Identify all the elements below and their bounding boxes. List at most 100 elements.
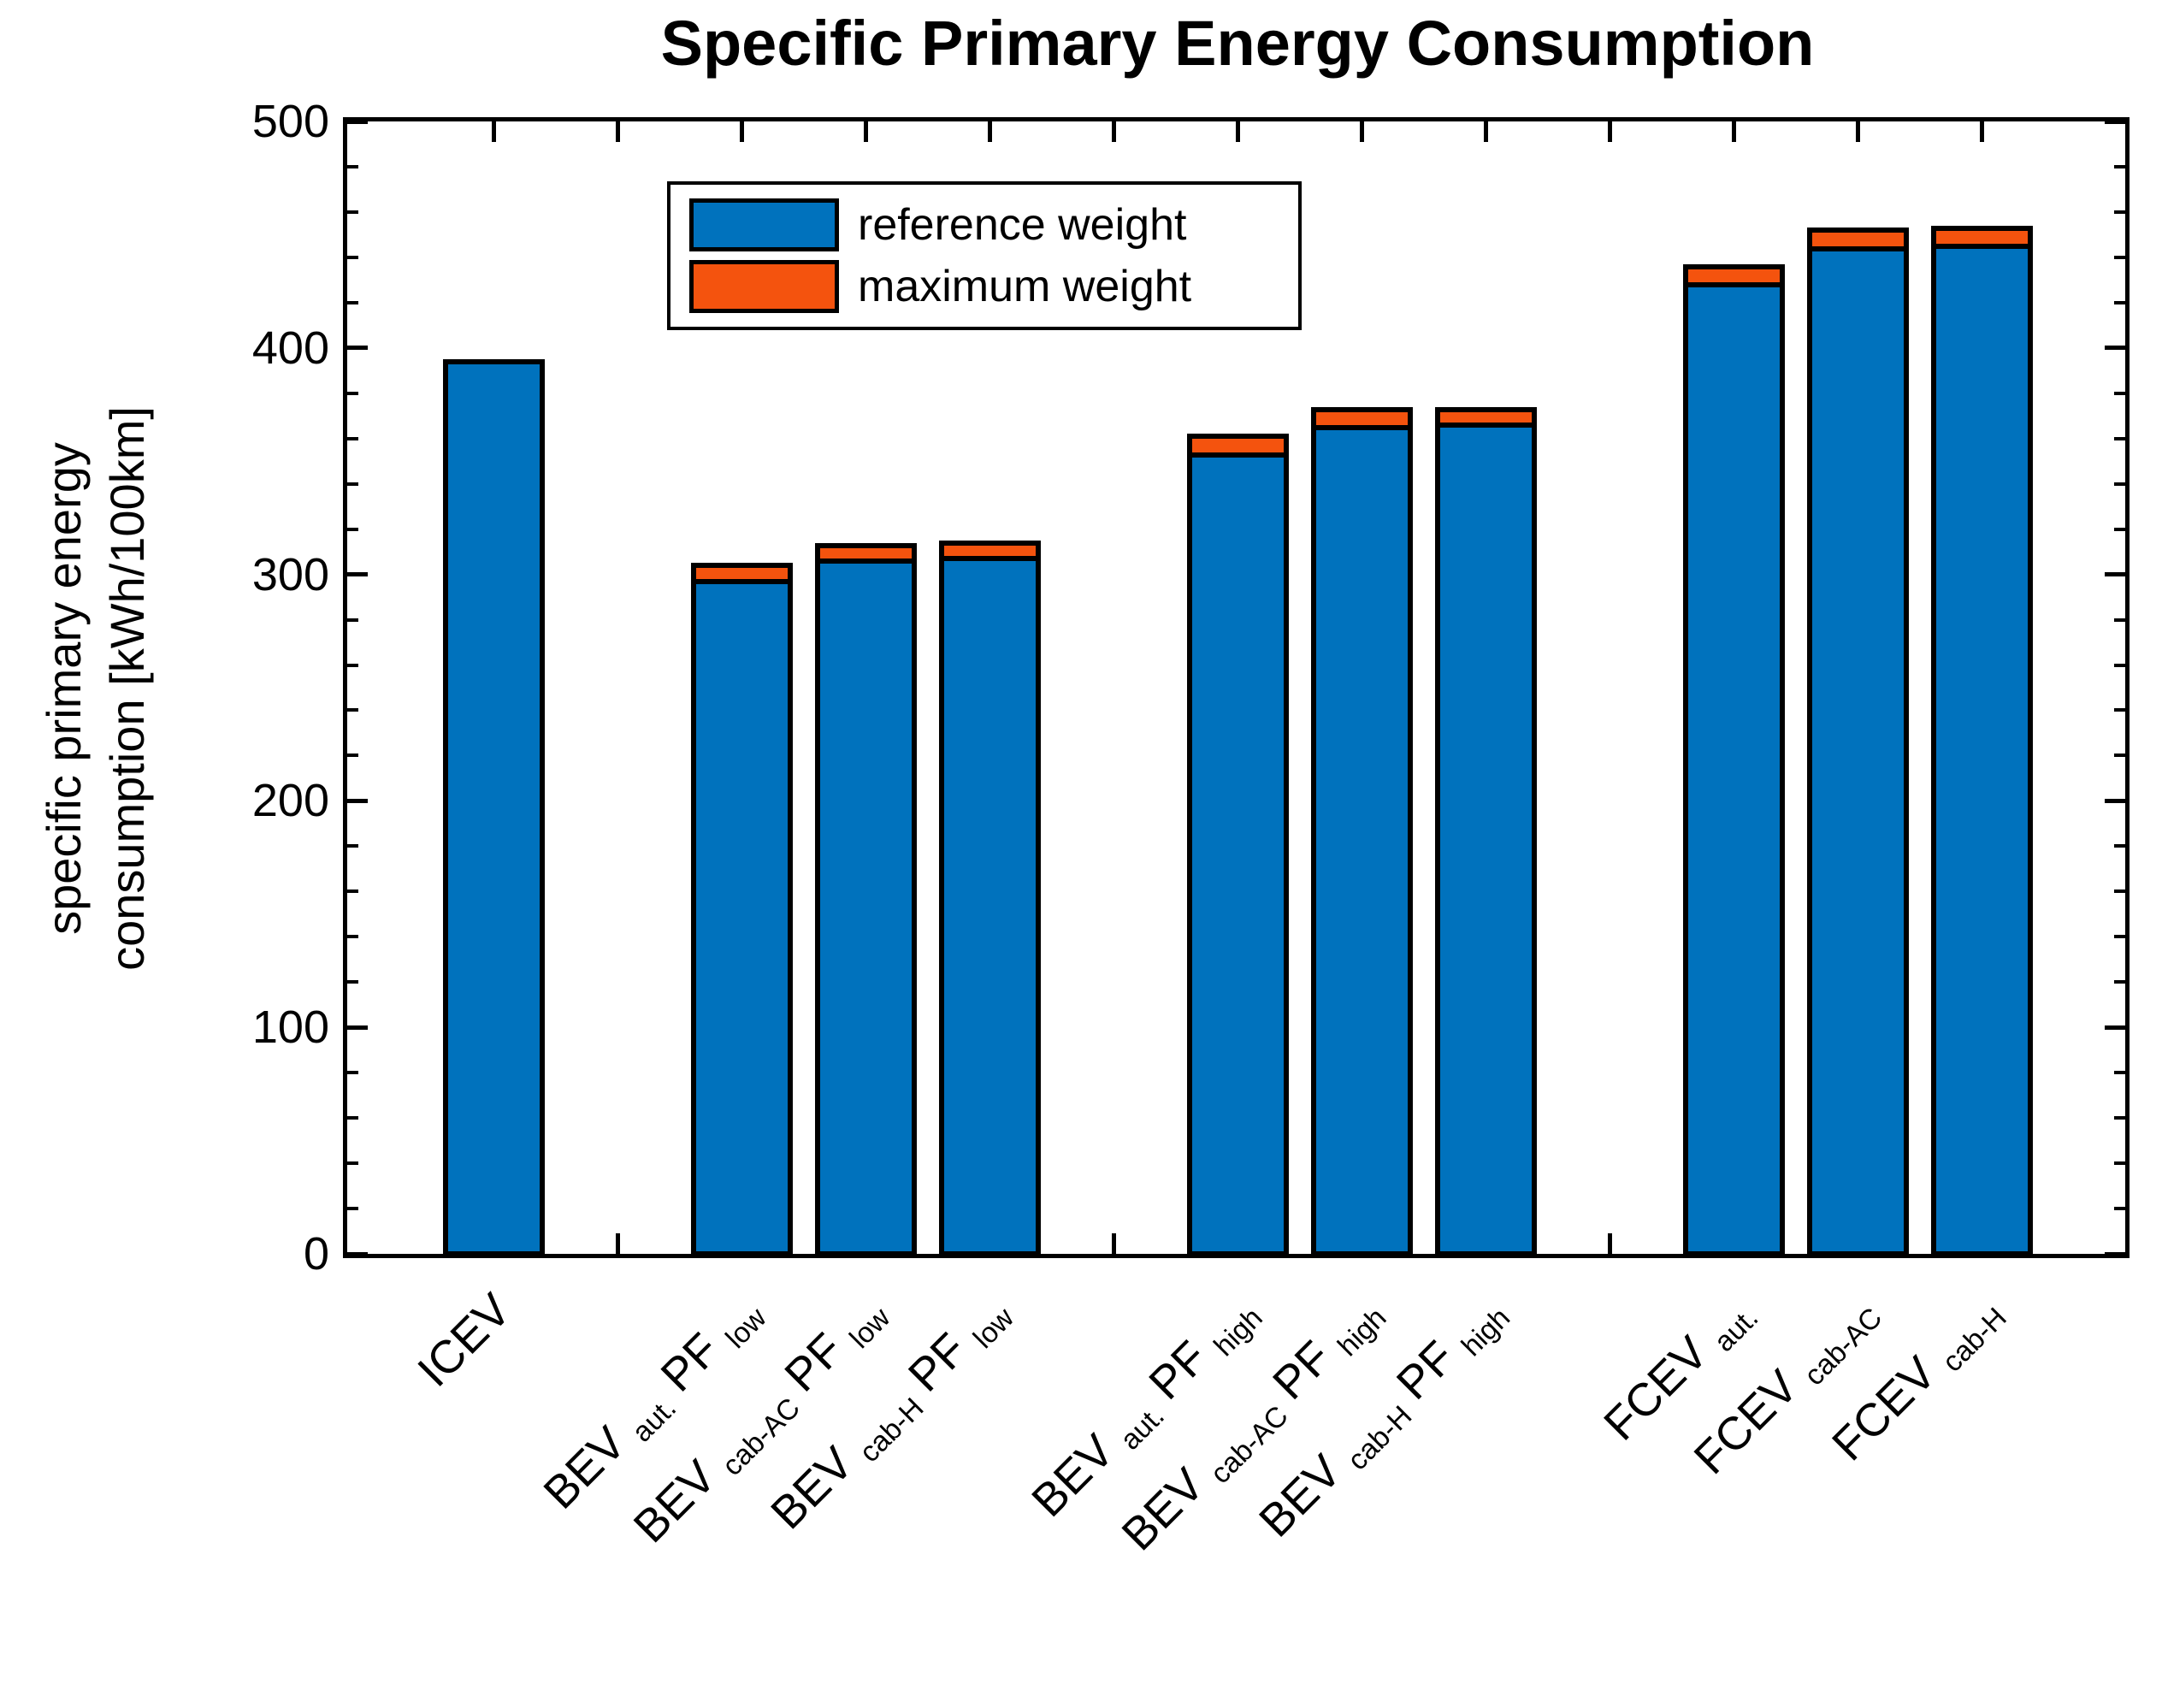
y-tick-right: [2114, 664, 2125, 667]
y-tick-left: [347, 980, 358, 984]
y-tick-right: [2114, 301, 2125, 304]
bar-segment-reference-BEV-cab-H-PF-high: [1435, 423, 1537, 1256]
y-tick-right: [2114, 437, 2125, 440]
y-tick-left: [347, 1116, 358, 1120]
y-tick-left: [347, 256, 358, 259]
y-tick-right: [2105, 120, 2125, 124]
y-axis-label-line1: specific primary energy: [37, 442, 91, 935]
y-tick-right: [2114, 1161, 2125, 1165]
y-tick-left: [347, 754, 358, 757]
y-tick-label: 500: [251, 96, 329, 147]
x-label-subscript: cab-AC: [716, 1392, 806, 1482]
y-axis-label-line2: consumption [kWh/100km]: [100, 406, 154, 971]
y-tick-left: [347, 799, 368, 803]
y-tick-left: [347, 1025, 368, 1030]
y-tick-left: [347, 301, 358, 304]
bar-segment-reference-BEV-cab-AC-PF-high: [1311, 424, 1413, 1256]
y-tick-left: [347, 935, 358, 938]
bar-segment-reference-FCEV-aut-: [1683, 282, 1785, 1256]
y-tick-label: 0: [303, 1228, 329, 1280]
y-tick-right: [2114, 1071, 2125, 1074]
y-tick-label: 200: [251, 775, 329, 827]
x-tick-top: [988, 121, 992, 142]
bar-segment-maximum-BEV-aut-PF-high: [1187, 434, 1289, 458]
legend-item-reference-weight: reference weight: [689, 198, 1298, 251]
y-tick-right: [2105, 1025, 2125, 1030]
y-tick-right: [2114, 980, 2125, 984]
x-tick-top: [864, 121, 868, 142]
y-tick-label: 300: [251, 548, 329, 600]
legend-label-maximum-weight: maximum weight: [858, 262, 1192, 311]
x-tick-bottom: [1112, 1233, 1116, 1254]
bar-segment-maximum-FCEV-aut-: [1683, 263, 1785, 287]
x-category-label-ICEV: ICEV: [408, 1284, 521, 1397]
y-tick-right: [2114, 210, 2125, 214]
x-tick-top: [1484, 121, 1488, 142]
y-axis-label: specific primary energy consumption [kWh…: [32, 90, 159, 1287]
bar-segment-reference-BEV-aut-PF-low: [691, 578, 793, 1256]
legend-swatch-reference-weight-icon: [689, 198, 839, 251]
legend-item-maximum-weight: maximum weight: [689, 260, 1298, 313]
bar-segment-maximum-BEV-cab-AC-PF-low: [815, 542, 917, 564]
y-tick-right: [2105, 1252, 2125, 1256]
legend-label-reference-weight: reference weight: [858, 200, 1187, 250]
y-tick-left: [347, 664, 358, 667]
y-tick-right: [2114, 618, 2125, 622]
y-tick-left: [347, 528, 358, 531]
x-label-subscript: cab-AC: [1799, 1302, 1889, 1392]
y-tick-left: [347, 1161, 358, 1165]
y-tick-right: [2114, 889, 2125, 893]
y-tick-left: [347, 120, 368, 124]
x-tick-top: [1732, 121, 1736, 142]
bar-segment-reference-FCEV-cab-AC: [1807, 245, 1909, 1256]
x-tick-top: [1856, 121, 1860, 142]
x-tick-top: [1980, 121, 1984, 142]
x-tick-top: [616, 121, 620, 142]
bar-segment-maximum-BEV-aut-PF-low: [691, 563, 793, 584]
chart-title: Specific Primary Energy Consumption: [660, 8, 1815, 79]
y-tick-left: [347, 708, 358, 712]
x-tick-top: [1236, 121, 1240, 142]
y-tick-left: [347, 482, 358, 486]
bar-segment-reference-FCEV-cab-H: [1931, 243, 2033, 1256]
y-tick-right: [2114, 1207, 2125, 1210]
y-tick-left: [347, 346, 368, 350]
bar-segment-maximum-FCEV-cab-AC: [1807, 228, 1909, 251]
y-tick-label: 400: [251, 322, 329, 374]
y-tick-right: [2114, 708, 2125, 712]
y-tick-right: [2105, 346, 2125, 350]
y-tick-right: [2114, 392, 2125, 395]
y-tick-left: [347, 392, 358, 395]
y-tick-right: [2105, 799, 2125, 803]
y-tick-left: [347, 572, 368, 576]
y-tick-left: [347, 1252, 368, 1256]
legend: reference weight maximum weight: [667, 181, 1302, 330]
bar-segment-reference-BEV-cab-H-PF-low: [939, 556, 1041, 1256]
legend-swatch-maximum-weight-icon: [689, 260, 839, 313]
x-tick-top: [1360, 121, 1364, 142]
x-label-subscript: cab-H: [1936, 1302, 2013, 1379]
y-tick-left: [347, 889, 358, 893]
x-tick-top: [492, 121, 496, 142]
y-tick-right: [2105, 572, 2125, 576]
bar-segment-maximum-FCEV-cab-H: [1931, 225, 2033, 249]
y-tick-left: [347, 210, 358, 214]
y-tick-left: [347, 618, 358, 622]
y-tick-right: [2114, 256, 2125, 259]
y-tick-label: 100: [251, 1002, 329, 1054]
y-tick-right: [2114, 165, 2125, 168]
bar-segment-reference-BEV-cab-AC-PF-low: [815, 558, 917, 1256]
y-tick-right: [2114, 528, 2125, 531]
x-label-subscript: cab-AC: [1204, 1400, 1295, 1491]
y-tick-left: [347, 844, 358, 848]
x-tick-bottom: [616, 1233, 620, 1254]
bar-segment-reference-ICEV: [443, 359, 545, 1256]
x-tick-top: [1608, 121, 1612, 142]
y-tick-left: [347, 1071, 358, 1074]
y-tick-left: [347, 165, 358, 168]
bar-segment-reference-BEV-aut-PF-high: [1187, 452, 1289, 1256]
y-tick-right: [2114, 844, 2125, 848]
y-tick-left: [347, 1207, 358, 1210]
y-tick-right: [2114, 1116, 2125, 1120]
